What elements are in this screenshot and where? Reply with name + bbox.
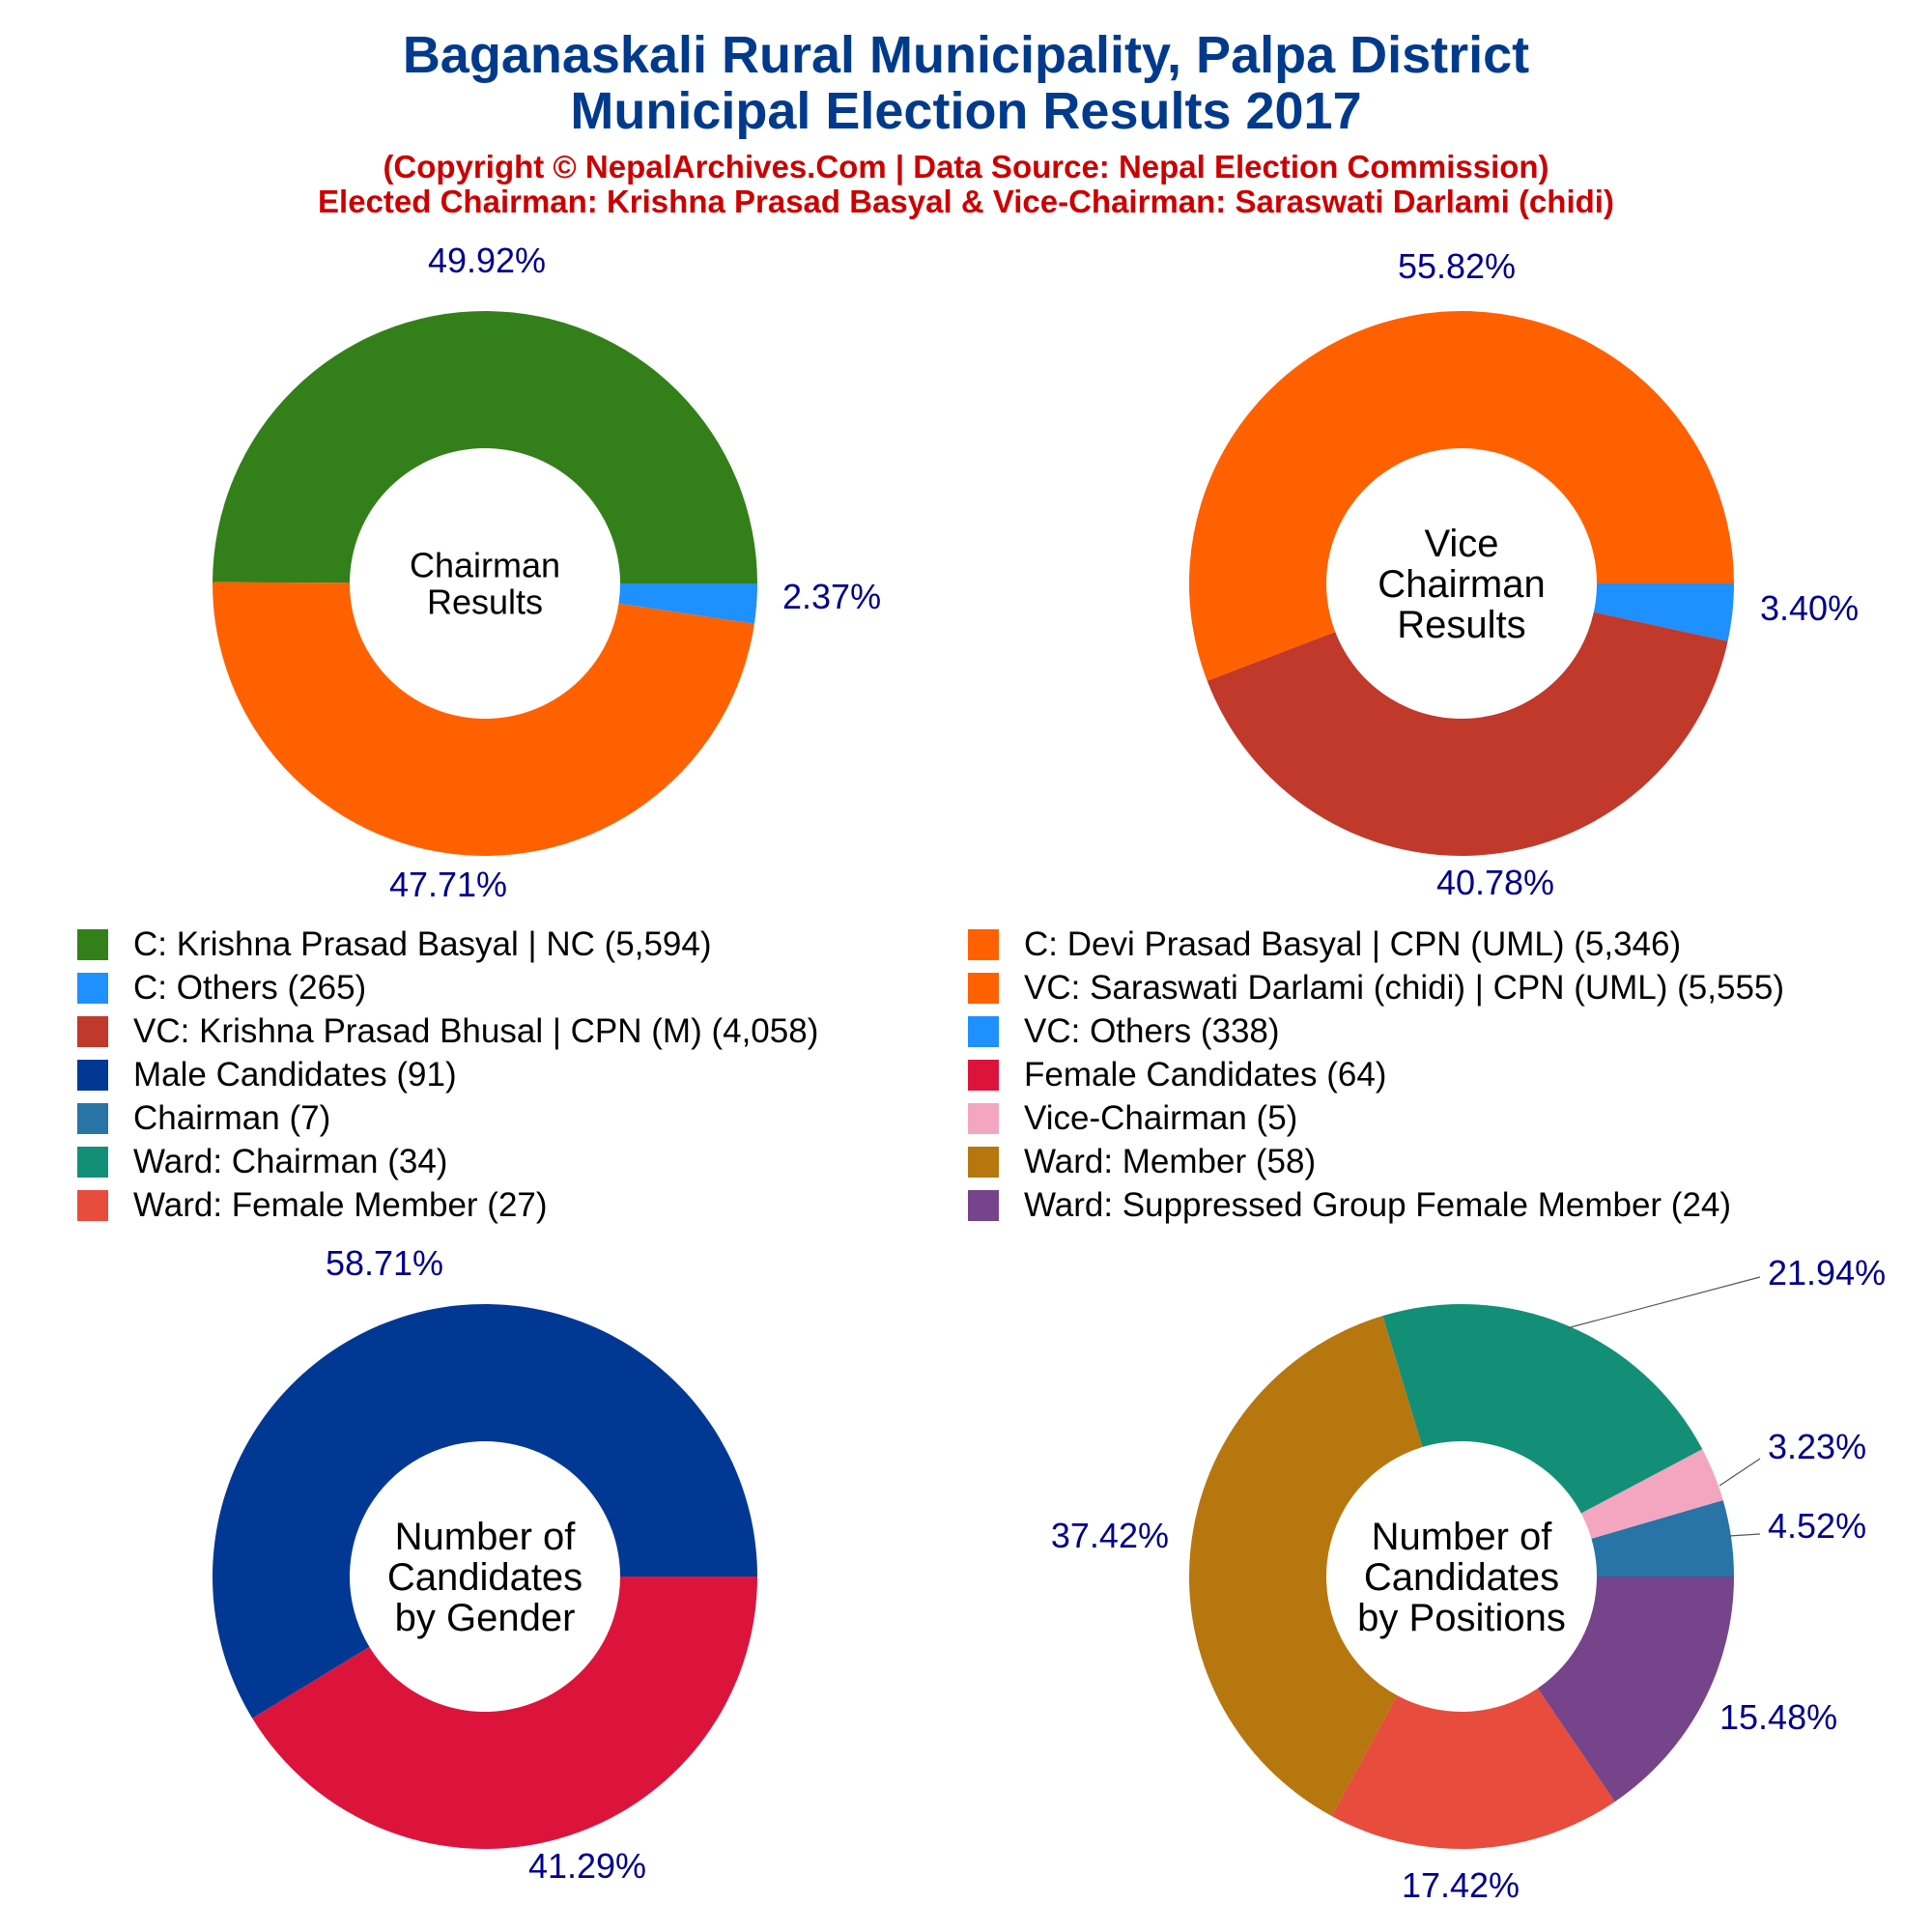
leader-line (1728, 1533, 1761, 1537)
pie-slice (213, 311, 758, 583)
leader-line (1719, 1458, 1761, 1487)
donut-chart-4: 4.52% 3.23% 21.94% 37.42% 17.42% 15.48% Number… (1051, 1253, 1886, 1905)
slice-percent-label: 55.82% (1398, 246, 1516, 286)
chart-subtitle-copyright: (Copyright © NepalArchives.Com | Data So… (383, 149, 1549, 185)
leader-line (1566, 1276, 1761, 1329)
slice-percent-label: 41.29% (528, 1846, 646, 1886)
pie-slice (618, 583, 757, 624)
slice-percent-label: 37.42% (1051, 1516, 1169, 1555)
chart-title-line1: Baganaskali Rural Municipality, Palpa Di… (402, 26, 1530, 84)
slice-percent-label: 3.23% (1768, 1427, 1866, 1466)
donut-center-label: Chairman (1378, 563, 1545, 606)
pie-slice (1189, 310, 1734, 681)
slice-percent-label: 47.71% (389, 865, 507, 904)
chart-title-line2: Municipal Election Results 2017 (570, 82, 1362, 140)
slice-percent-label: 58.71% (326, 1243, 443, 1283)
slice-percent-label: 2.37% (782, 577, 881, 616)
slice-percent-label: 17.42% (1402, 1865, 1520, 1905)
pie-slice (252, 1577, 757, 1849)
pie-slice (213, 1303, 757, 1719)
donut-center-label: Chairman (410, 546, 560, 585)
donut-center-label: by Gender (395, 1597, 576, 1639)
donut-center-label: Number of (1372, 1516, 1553, 1558)
pie-slice (1591, 1500, 1734, 1577)
donut-center-label: Results (1397, 604, 1525, 646)
slice-percent-label: 3.40% (1760, 588, 1859, 628)
slice-percent-label: 15.48% (1719, 1697, 1837, 1737)
slice-percent-label: 4.52% (1768, 1506, 1866, 1546)
donut-center-label: Results (427, 582, 543, 622)
pie-slice (1189, 1316, 1423, 1816)
pie-slice (1331, 1688, 1615, 1849)
donut-center-label: Vice (1424, 523, 1498, 565)
pie-slice (1207, 611, 1728, 856)
donut-center-label: Number of (395, 1516, 577, 1558)
pie-slice (1382, 1304, 1703, 1514)
slice-percent-label: 49.92% (428, 241, 546, 280)
donut-center-label: Candidates (1364, 1556, 1559, 1599)
donut-center-label: Candidates (387, 1556, 582, 1599)
slice-percent-label: 21.94% (1768, 1253, 1886, 1293)
donut-center-label: by Positions (1357, 1597, 1566, 1639)
pie-slice (1593, 583, 1735, 641)
pie-slice (213, 582, 754, 856)
pie-slice (1537, 1577, 1734, 1803)
pie-slice (1580, 1449, 1723, 1539)
chart-subtitle-elected: Elected Chairman: Krishna Prasad Basyal … (318, 184, 1614, 219)
slice-percent-label: 40.78% (1436, 863, 1554, 902)
